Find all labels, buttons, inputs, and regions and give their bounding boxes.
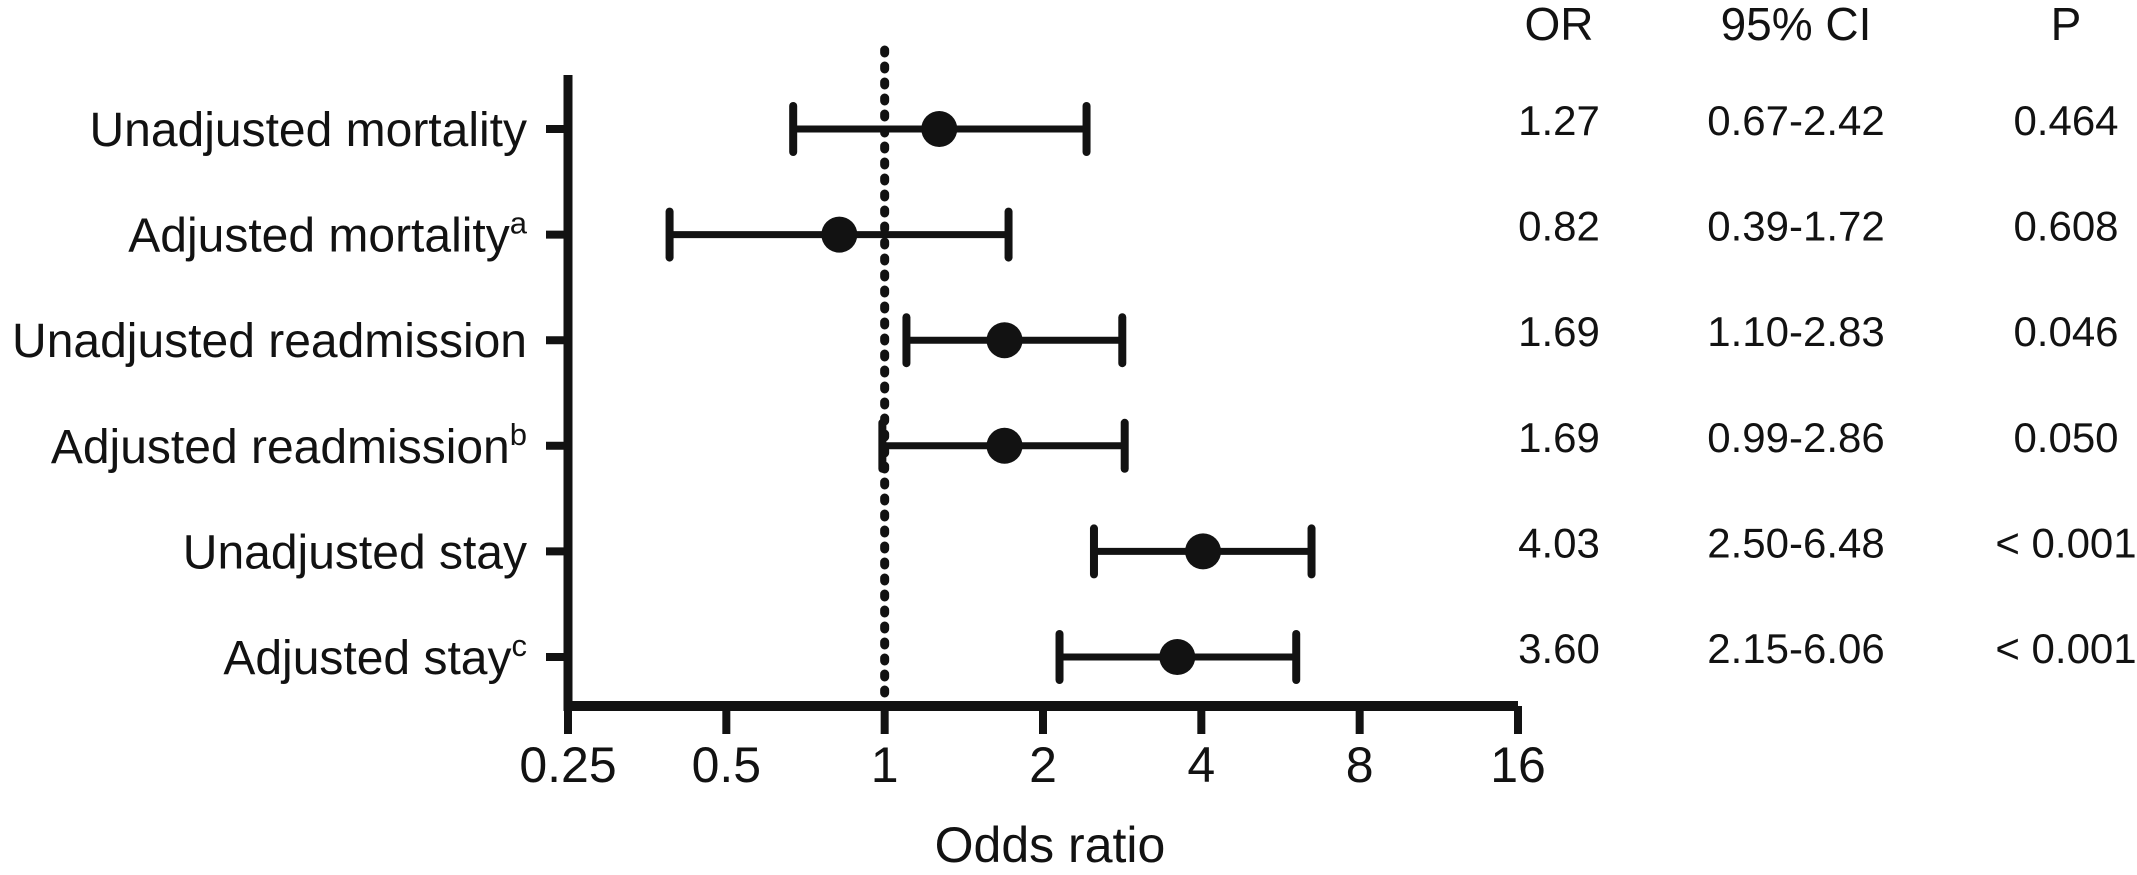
or-value: 3.60 — [1518, 625, 1600, 672]
or-dot — [986, 322, 1023, 359]
x-tick-label: 16 — [1490, 737, 1546, 793]
or-value: 0.82 — [1518, 203, 1600, 250]
ci-value: 0.99-2.86 — [1707, 414, 1884, 461]
or-dot — [921, 111, 958, 147]
row-label: Unadjusted mortality — [89, 104, 527, 157]
x-tick-label: 0.25 — [519, 737, 616, 793]
or-value: 4.03 — [1518, 519, 1600, 566]
or-dot — [986, 427, 1023, 464]
x-tick-label: 1 — [871, 737, 899, 793]
or-value: 1.69 — [1518, 414, 1600, 461]
p-value: 0.046 — [2013, 308, 2118, 355]
p-value: < 0.001 — [1995, 625, 2136, 672]
ci-value: 0.67-2.42 — [1707, 97, 1884, 144]
ci-value: 2.15-6.06 — [1707, 625, 1884, 672]
p-value: 0.608 — [2013, 203, 2118, 250]
x-tick-label: 2 — [1029, 737, 1057, 793]
x-tick-label: 0.5 — [692, 737, 762, 793]
or-value: 1.27 — [1518, 97, 1600, 144]
col-header-ci: 95% CI — [1721, 0, 1872, 50]
row-label: Unadjusted stay — [183, 526, 527, 579]
row-label: Adjusted stayc — [223, 628, 527, 685]
or-dot — [1185, 533, 1222, 570]
x-tick-label: 8 — [1346, 737, 1374, 793]
row-label: Adjusted mortalitya — [128, 206, 528, 263]
row-label: Adjusted readmissionb — [51, 417, 527, 474]
col-header-p: P — [2051, 0, 2082, 50]
col-header-or: OR — [1525, 0, 1594, 50]
row-label: Unadjusted readmission — [12, 315, 527, 368]
ci-value: 1.10-2.83 — [1707, 308, 1884, 355]
p-value: < 0.001 — [1995, 519, 2136, 566]
x-tick-label: 4 — [1187, 737, 1215, 793]
ci-value: 2.50-6.48 — [1707, 519, 1884, 566]
p-value: 0.050 — [2013, 414, 2118, 461]
x-axis-title: Odds ratio — [935, 817, 1166, 870]
ci-value: 0.39-1.72 — [1707, 203, 1884, 250]
or-dot — [1159, 639, 1196, 675]
or-dot — [821, 216, 858, 253]
plot-layer: 0.25 0.5 1 2 4 8 16 Unadjusted mortality 1.27 0.6… — [12, 45, 2137, 793]
or-value: 1.69 — [1518, 308, 1600, 355]
p-value: 0.464 — [2013, 97, 2118, 144]
